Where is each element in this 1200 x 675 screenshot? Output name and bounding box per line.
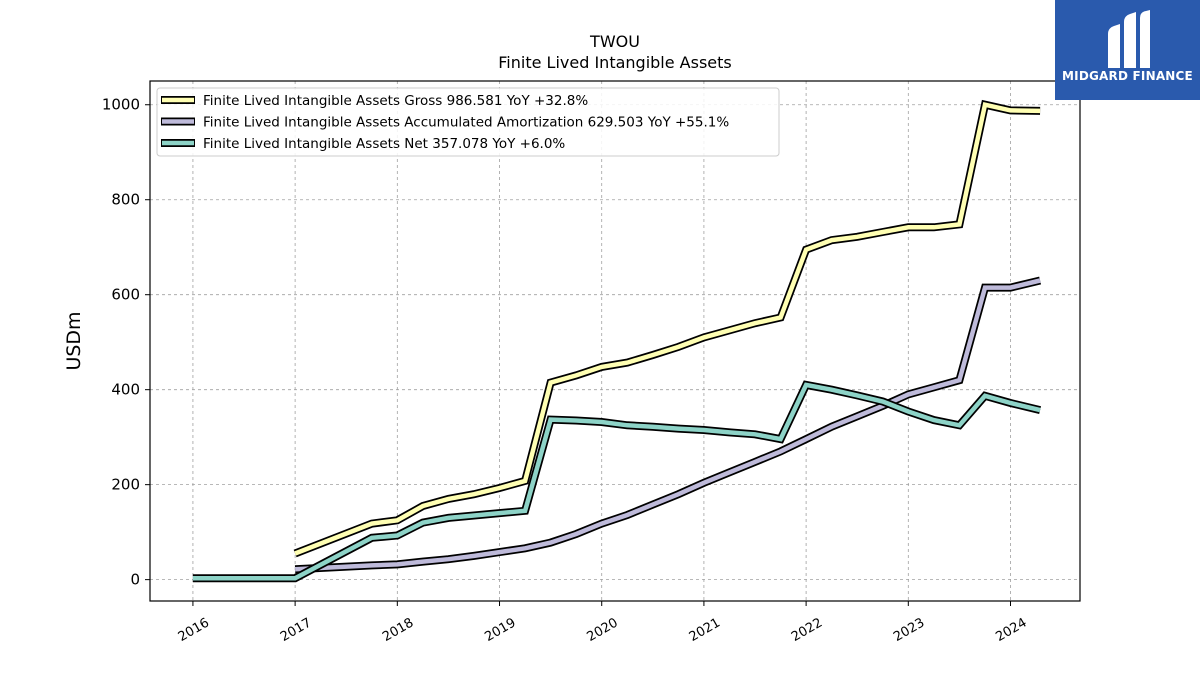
x-tick-label: 2016 <box>176 615 212 645</box>
y-tick-label: 800 <box>111 191 140 209</box>
x-axis: 2016 2017 2018 2019 2020 2021 2022 2023 2024 <box>176 601 1030 645</box>
logo-mark-icon <box>1108 10 1150 68</box>
y-tick-label: 1000 <box>102 96 140 114</box>
y-tick-label: 600 <box>111 286 140 304</box>
series-line <box>192 382 1041 581</box>
chart-subtitle: Finite Lived Intangible Assets <box>498 53 731 72</box>
legend: Finite Lived Intangible Assets Gross 986… <box>156 87 780 157</box>
y-tick-label: 400 <box>111 381 140 399</box>
x-tick-label: 2020 <box>585 615 621 645</box>
x-tick-label: 2024 <box>993 615 1029 645</box>
x-tick-label: 2018 <box>380 615 416 645</box>
y-tick-label: 200 <box>111 476 140 494</box>
series-line <box>294 278 1041 572</box>
legend-entry: Finite Lived Intangible Assets Gross 986… <box>203 93 588 109</box>
grid <box>150 81 1080 601</box>
legend-entry: Finite Lived Intangible Assets Accumulat… <box>203 115 729 131</box>
x-tick-label: 2023 <box>891 615 927 645</box>
series-lines <box>192 99 1042 583</box>
y-tick-label: 0 <box>130 571 140 589</box>
y-axis: 0 200 400 600 800 1000 <box>102 96 150 589</box>
chart-title: TWOU <box>589 32 640 51</box>
x-tick-label: 2017 <box>278 615 314 645</box>
x-tick-label: 2021 <box>687 615 723 645</box>
x-tick-label: 2019 <box>482 615 518 645</box>
logo-text: MIDGARD FINANCE <box>1062 69 1193 83</box>
legend-box <box>156 87 780 157</box>
series-outline <box>293 99 1041 558</box>
series-line <box>294 102 1041 556</box>
x-tick-label: 2022 <box>789 615 825 645</box>
legend-entry: Finite Lived Intangible Assets Net 357.0… <box>203 136 565 152</box>
plot-frame <box>149 80 1081 602</box>
y-axis-label: USDm <box>63 311 85 370</box>
